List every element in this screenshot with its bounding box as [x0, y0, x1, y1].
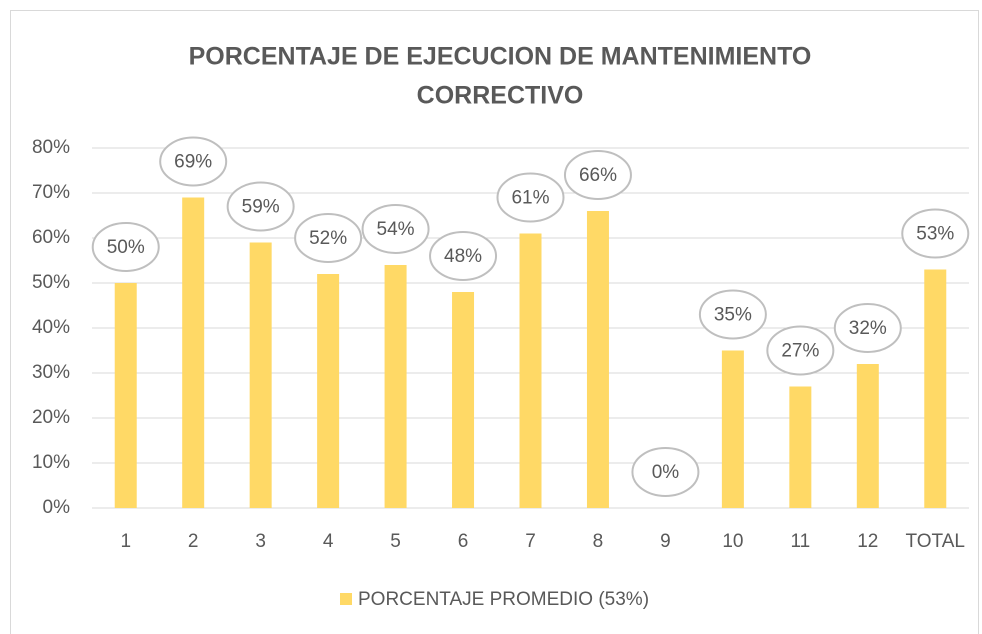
bar — [384, 265, 407, 508]
data-label: 35% — [714, 305, 752, 326]
y-tick-label: 60% — [32, 227, 70, 248]
data-label: 32% — [849, 318, 887, 339]
data-label-bubble — [91, 222, 160, 272]
data-label-bubble — [833, 303, 902, 353]
data-label-bubble — [698, 289, 767, 340]
y-tick-label: 10% — [32, 452, 70, 473]
data-label: 50% — [107, 237, 145, 258]
data-label: 59% — [242, 197, 280, 218]
bar — [586, 211, 609, 508]
data-label: 27% — [781, 341, 819, 362]
data-label-bubble — [563, 150, 632, 200]
bar — [789, 386, 812, 508]
x-tick-label: 12 — [857, 531, 878, 552]
data-label-bubble — [631, 447, 700, 497]
data-label: 0% — [652, 462, 680, 483]
data-label: 61% — [511, 188, 549, 209]
x-tick-label: 9 — [660, 531, 671, 552]
data-label: 69% — [174, 152, 212, 173]
y-tick-label: 70% — [32, 182, 70, 203]
y-tick-label: 20% — [32, 407, 70, 428]
chart-title: CORRECTIVO — [417, 82, 584, 110]
data-label-bubble — [159, 136, 228, 187]
bar — [519, 233, 542, 508]
x-tick-label: 1 — [120, 531, 131, 552]
data-label-bubble — [901, 208, 970, 259]
x-tick-label: 10 — [722, 531, 743, 552]
bar — [721, 350, 744, 508]
data-label-bubble — [766, 325, 835, 376]
y-tick-label: 30% — [32, 362, 70, 383]
legend-swatch — [340, 593, 352, 605]
legend-label: PORCENTAJE PROMEDIO (53%) — [358, 589, 649, 610]
bar — [856, 364, 879, 508]
data-label-bubble — [361, 204, 430, 254]
y-tick-label: 40% — [32, 317, 70, 338]
data-label-bubble — [294, 213, 363, 263]
bar — [114, 283, 137, 508]
x-tick-label: 11 — [790, 531, 810, 552]
x-tick-label: 8 — [593, 531, 604, 552]
y-tick-label: 80% — [32, 137, 70, 158]
data-label: 53% — [916, 224, 954, 245]
x-tick-label: 6 — [458, 531, 469, 552]
bar — [182, 197, 205, 508]
data-label: 54% — [377, 219, 415, 240]
y-tick-label: 0% — [43, 497, 71, 518]
x-tick-label: TOTAL — [906, 531, 965, 552]
x-tick-label: 5 — [390, 531, 401, 552]
x-tick-label: 4 — [323, 531, 334, 552]
bar — [924, 269, 947, 508]
data-label: 48% — [444, 246, 482, 267]
bar — [317, 274, 340, 508]
data-label-bubble — [226, 181, 295, 232]
y-tick-label: 50% — [32, 272, 70, 293]
x-tick-label: 3 — [255, 531, 266, 552]
chart-title: PORCENTAJE DE EJECUCION DE MANTENIMIENTO — [189, 43, 812, 71]
data-label: 52% — [309, 228, 347, 249]
bar — [452, 292, 475, 508]
x-tick-label: 2 — [188, 531, 199, 552]
x-tick-label: 7 — [525, 531, 536, 552]
data-label-bubble — [429, 231, 498, 281]
data-label-bubble — [496, 172, 565, 223]
bar — [249, 242, 272, 508]
chart-frame — [10, 10, 979, 634]
data-label: 66% — [579, 165, 617, 186]
